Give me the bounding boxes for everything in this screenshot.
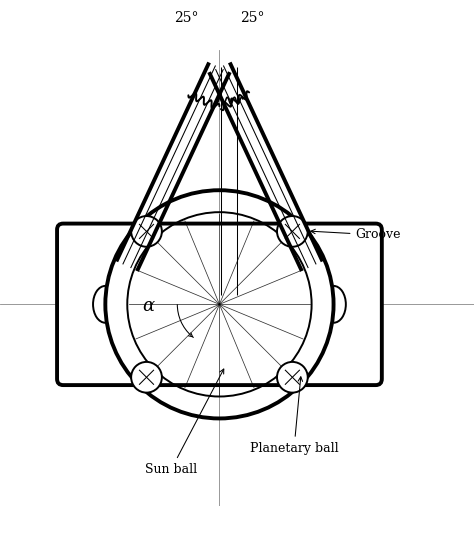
- Circle shape: [131, 216, 162, 247]
- Text: Sun ball: Sun ball: [145, 369, 224, 476]
- Circle shape: [277, 216, 308, 247]
- Circle shape: [131, 362, 162, 393]
- Text: Groove: Groove: [311, 229, 401, 241]
- Text: Planetary ball: Planetary ball: [250, 377, 338, 455]
- Text: 25°: 25°: [174, 11, 198, 25]
- Text: 25°: 25°: [240, 11, 265, 25]
- Text: α: α: [142, 297, 155, 315]
- FancyBboxPatch shape: [57, 224, 382, 385]
- Circle shape: [277, 362, 308, 393]
